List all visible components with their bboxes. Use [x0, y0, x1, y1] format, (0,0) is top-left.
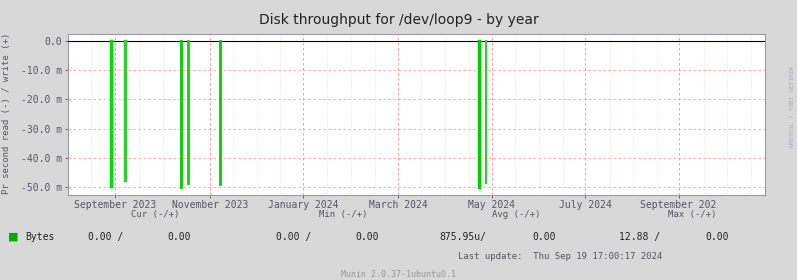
Text: Munin 2.0.37-1ubuntu0.1: Munin 2.0.37-1ubuntu0.1 — [341, 270, 456, 279]
Text: Disk throughput for /dev/loop9 - by year: Disk throughput for /dev/loop9 - by year — [258, 13, 539, 27]
Text: 875.95u/: 875.95u/ — [439, 232, 486, 242]
Text: Max (-/+): Max (-/+) — [668, 210, 716, 219]
Text: Min (-/+): Min (-/+) — [319, 210, 367, 219]
Text: ARDTOOL / TOBI OETIKER: ARDTOOL / TOBI OETIKER — [790, 65, 795, 148]
Text: 0.00 /: 0.00 / — [88, 232, 124, 242]
Text: 0.00: 0.00 — [355, 232, 379, 242]
Text: 0.00: 0.00 — [168, 232, 191, 242]
Text: 0.00: 0.00 — [533, 232, 556, 242]
Text: Avg (-/+): Avg (-/+) — [493, 210, 540, 219]
Text: 0.00: 0.00 — [706, 232, 729, 242]
Text: ■: ■ — [8, 232, 18, 242]
Text: Cur (-/+): Cur (-/+) — [132, 210, 179, 219]
Text: Bytes: Bytes — [26, 232, 55, 242]
Text: 12.88 /: 12.88 / — [618, 232, 660, 242]
Text: Pr second read (-) / write (+): Pr second read (-) / write (+) — [2, 33, 11, 194]
Text: Last update:  Thu Sep 19 17:00:17 2024: Last update: Thu Sep 19 17:00:17 2024 — [458, 252, 662, 261]
Text: 0.00 /: 0.00 / — [276, 232, 311, 242]
